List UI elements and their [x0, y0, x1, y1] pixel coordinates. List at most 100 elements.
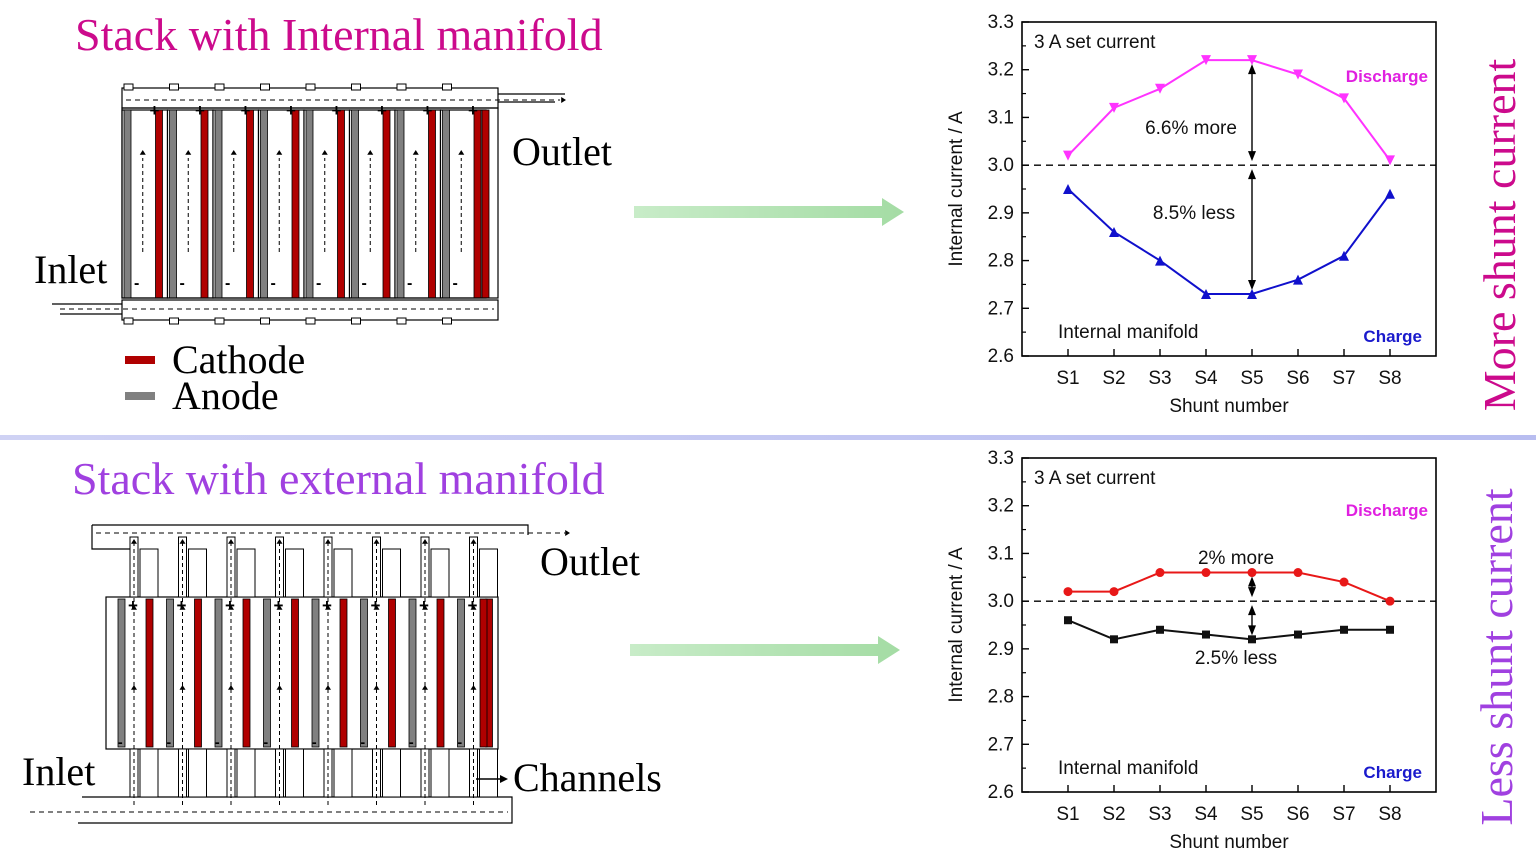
data-point-charge	[1156, 625, 1164, 634]
data-point-charge	[1294, 630, 1302, 639]
anode-electrode	[166, 598, 174, 748]
flow-arrowhead	[185, 150, 192, 155]
data-point-discharge	[1247, 55, 1257, 66]
anode-electrode	[123, 109, 132, 299]
x-tick-label: S4	[1194, 368, 1218, 389]
data-point-charge	[1063, 184, 1073, 194]
data-point-discharge	[1201, 568, 1211, 578]
data-point-discharge	[1109, 102, 1119, 113]
flow-arrowhead	[470, 605, 477, 610]
y-tick-label: 3.0	[988, 591, 1014, 612]
plot-frame	[1021, 457, 1437, 793]
manifold-gap	[430, 748, 450, 798]
minus-sign: -	[453, 275, 458, 292]
bottom-channels-label: Channels	[513, 755, 662, 800]
plus-sign: +	[468, 101, 478, 120]
data-point-discharge	[1063, 587, 1073, 597]
callout-arrowhead	[1248, 576, 1256, 587]
data-point-discharge	[1339, 577, 1349, 587]
flow-arrowhead	[458, 150, 465, 155]
manifold-port	[305, 83, 316, 91]
y-axis-label: Internal current / A	[946, 111, 967, 267]
data-point-discharge	[1155, 568, 1165, 578]
manifold-gap	[479, 748, 498, 798]
series-line-charge	[1067, 619, 1390, 641]
minus-sign: -	[409, 734, 414, 750]
data-point-discharge	[1293, 568, 1303, 578]
flow-arrowhead	[373, 605, 380, 610]
y-tick-label: 3.0	[988, 155, 1014, 176]
data-point-discharge	[1293, 69, 1303, 80]
manifold-port	[260, 83, 270, 91]
flow-arrowhead	[325, 685, 331, 690]
x-tick-label: S2	[1102, 804, 1125, 825]
y-tick-label: 2.7	[988, 734, 1014, 755]
anode-electrode	[214, 598, 223, 748]
x-tick-label: S5	[1240, 368, 1263, 389]
manifold-port	[305, 317, 316, 325]
top-right-arrow	[634, 198, 904, 226]
minus-sign: -	[271, 275, 276, 292]
manifold-port	[123, 317, 134, 325]
minus-sign: -	[312, 734, 317, 750]
y-tick-label: 3.3	[988, 12, 1014, 33]
plus-sign: +	[468, 596, 478, 615]
manifold-port	[396, 83, 407, 91]
external-manifold-stack-diagram: + - + - + - + - + - + - + - + -	[30, 524, 570, 824]
top-side-label: More shunt current	[1474, 58, 1525, 412]
data-point-discharge	[1385, 596, 1395, 606]
manifold-port	[169, 83, 179, 91]
y-tick-label: 3.2	[988, 496, 1014, 517]
manifold-gap	[333, 748, 353, 798]
flow-arrowhead	[367, 150, 374, 155]
flow-arrowhead	[276, 150, 283, 155]
flow-arrowhead	[325, 605, 331, 610]
bottom-title: Stack with external manifold	[72, 453, 605, 504]
flow-arrowhead	[321, 150, 328, 155]
data-point-charge	[1109, 226, 1119, 237]
x-tick-label: S8	[1378, 368, 1401, 389]
flow-arrowhead	[139, 150, 146, 155]
callout-less-label: 8.5% less	[1153, 203, 1235, 224]
legend-anode-label: Anode	[172, 373, 279, 418]
anode-electrode	[260, 109, 268, 299]
x-tick-label: S1	[1056, 804, 1079, 825]
legend-charge: Charge	[1363, 763, 1422, 782]
x-axis-label: Shunt number	[1169, 832, 1289, 853]
data-point-discharge	[1385, 155, 1395, 166]
cathode-electrode	[200, 109, 209, 299]
channels-pointer-arrow	[476, 775, 508, 783]
plot-frame	[1021, 21, 1437, 357]
x-tick-label: S4	[1194, 804, 1218, 825]
x-tick-label: S7	[1332, 368, 1355, 389]
manifold-gap	[139, 548, 159, 598]
x-tick-label: S5	[1240, 804, 1263, 825]
top-inlet-label: Inlet	[34, 247, 108, 292]
minus-sign: -	[225, 275, 230, 292]
flow-arrowhead	[276, 605, 283, 610]
callout-more-label: 6.6% more	[1145, 118, 1237, 139]
cathode-electrode	[155, 109, 163, 299]
manifold-gap	[479, 548, 498, 598]
cathode-electrode	[291, 598, 299, 748]
anode-electrode	[311, 598, 320, 748]
minus-sign: -	[215, 734, 220, 750]
bottom-inlet-label: Inlet	[22, 749, 96, 794]
anode-electrode	[169, 109, 177, 299]
manifold-port	[214, 83, 225, 91]
cathode-electrode	[337, 109, 345, 299]
cathode-electrode	[242, 598, 251, 748]
flow-arrowhead	[422, 539, 428, 544]
legend-discharge: Discharge	[1346, 501, 1428, 520]
flow-arrowhead	[230, 150, 237, 155]
plus-sign: +	[322, 596, 332, 615]
stack-outline	[121, 107, 499, 299]
manifold-port	[442, 317, 452, 325]
x-axis-label: Shunt number	[1169, 396, 1289, 417]
data-point-charge	[1201, 288, 1211, 299]
data-point-charge	[1248, 635, 1256, 644]
manifold-gap	[188, 748, 207, 798]
data-point-charge	[1339, 250, 1349, 261]
cathode-electrode	[291, 109, 300, 299]
bottom-manifold-channel	[121, 299, 499, 321]
